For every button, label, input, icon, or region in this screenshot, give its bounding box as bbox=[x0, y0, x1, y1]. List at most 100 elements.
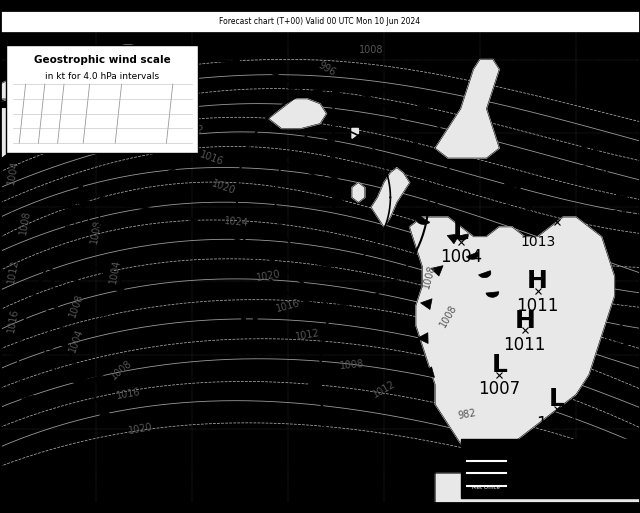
Text: 982: 982 bbox=[457, 407, 477, 421]
Text: L: L bbox=[44, 308, 59, 332]
Polygon shape bbox=[333, 89, 344, 101]
Polygon shape bbox=[422, 367, 435, 378]
Text: 1004: 1004 bbox=[68, 327, 86, 353]
Text: L: L bbox=[492, 353, 507, 377]
Text: L: L bbox=[614, 183, 628, 203]
Polygon shape bbox=[333, 142, 344, 154]
Bar bbox=[0, 10, 640, 32]
Wedge shape bbox=[12, 352, 24, 358]
Wedge shape bbox=[98, 66, 108, 77]
Wedge shape bbox=[23, 306, 35, 312]
Polygon shape bbox=[99, 408, 112, 418]
Wedge shape bbox=[456, 234, 468, 240]
Polygon shape bbox=[269, 99, 326, 128]
Text: 1012: 1012 bbox=[179, 121, 205, 136]
Polygon shape bbox=[420, 299, 432, 309]
Text: 1008: 1008 bbox=[359, 45, 383, 55]
Text: H: H bbox=[515, 308, 535, 332]
Text: 1008: 1008 bbox=[420, 263, 437, 289]
Polygon shape bbox=[333, 115, 344, 127]
Text: 1004: 1004 bbox=[108, 259, 122, 284]
Text: 1008: 1008 bbox=[109, 358, 134, 382]
Wedge shape bbox=[231, 56, 240, 68]
Polygon shape bbox=[36, 335, 47, 345]
Polygon shape bbox=[447, 234, 460, 244]
Wedge shape bbox=[486, 292, 499, 298]
Text: L: L bbox=[325, 136, 340, 160]
Text: H: H bbox=[527, 269, 548, 293]
Text: H: H bbox=[502, 175, 522, 200]
Text: 1024: 1024 bbox=[224, 216, 250, 228]
Text: 989: 989 bbox=[317, 164, 349, 182]
Polygon shape bbox=[410, 217, 614, 453]
Text: 1013: 1013 bbox=[491, 203, 533, 221]
Polygon shape bbox=[41, 260, 52, 270]
Wedge shape bbox=[42, 262, 54, 268]
Text: 1012: 1012 bbox=[371, 379, 397, 400]
Polygon shape bbox=[73, 374, 85, 384]
Polygon shape bbox=[40, 358, 51, 367]
Text: 995: 995 bbox=[35, 336, 67, 354]
Text: 1011: 1011 bbox=[516, 297, 559, 315]
Text: 1012: 1012 bbox=[6, 258, 20, 284]
Text: 996: 996 bbox=[316, 61, 337, 78]
Text: 1014: 1014 bbox=[568, 164, 610, 182]
Text: Geostrophic wind scale: Geostrophic wind scale bbox=[34, 54, 171, 65]
Text: H: H bbox=[239, 313, 260, 338]
Text: H: H bbox=[612, 306, 630, 326]
Text: 1020: 1020 bbox=[128, 422, 154, 436]
Text: 1010: 1010 bbox=[602, 210, 640, 225]
Polygon shape bbox=[313, 290, 328, 302]
Polygon shape bbox=[417, 333, 428, 344]
Text: H: H bbox=[579, 136, 599, 160]
Text: 1016: 1016 bbox=[6, 308, 20, 333]
Text: 1008: 1008 bbox=[339, 359, 365, 371]
Text: 1004: 1004 bbox=[440, 247, 482, 266]
Polygon shape bbox=[102, 268, 113, 277]
Text: 1000: 1000 bbox=[156, 76, 177, 102]
Polygon shape bbox=[56, 337, 68, 348]
Polygon shape bbox=[46, 299, 58, 309]
Wedge shape bbox=[22, 395, 34, 402]
Polygon shape bbox=[108, 305, 120, 313]
Polygon shape bbox=[435, 60, 499, 158]
Text: 1004: 1004 bbox=[536, 415, 578, 433]
Text: 1004: 1004 bbox=[6, 160, 20, 186]
Polygon shape bbox=[310, 343, 323, 355]
Wedge shape bbox=[415, 102, 428, 112]
Polygon shape bbox=[352, 128, 358, 139]
Polygon shape bbox=[431, 266, 443, 276]
Text: 1011: 1011 bbox=[602, 333, 640, 348]
Polygon shape bbox=[52, 314, 64, 323]
Text: 1008: 1008 bbox=[166, 102, 192, 116]
Polygon shape bbox=[10, 212, 25, 223]
Text: H: H bbox=[517, 213, 532, 231]
Text: 1016: 1016 bbox=[198, 149, 225, 167]
Bar bbox=[461, 439, 640, 498]
Polygon shape bbox=[371, 168, 410, 227]
Polygon shape bbox=[312, 413, 325, 426]
Polygon shape bbox=[60, 376, 72, 385]
Text: 1013: 1013 bbox=[520, 235, 556, 249]
Text: 1008: 1008 bbox=[68, 292, 86, 319]
Wedge shape bbox=[479, 271, 491, 278]
Text: 1025: 1025 bbox=[228, 341, 271, 359]
Polygon shape bbox=[333, 169, 344, 181]
Wedge shape bbox=[164, 55, 173, 67]
Polygon shape bbox=[94, 195, 111, 205]
Wedge shape bbox=[416, 215, 429, 225]
Wedge shape bbox=[287, 78, 300, 89]
Text: L: L bbox=[453, 220, 468, 244]
Polygon shape bbox=[319, 449, 333, 462]
Text: 1020: 1020 bbox=[256, 269, 282, 283]
Polygon shape bbox=[318, 307, 333, 320]
Text: 1008: 1008 bbox=[19, 209, 33, 235]
Text: L: L bbox=[549, 387, 564, 411]
Text: 1008: 1008 bbox=[438, 303, 458, 329]
Text: 1011: 1011 bbox=[504, 336, 546, 354]
Text: 1016: 1016 bbox=[275, 298, 301, 314]
Polygon shape bbox=[90, 376, 101, 384]
Text: 1020: 1020 bbox=[211, 179, 237, 196]
Text: L: L bbox=[76, 185, 91, 209]
Text: in kt for 4.0 hPa intervals: in kt for 4.0 hPa intervals bbox=[45, 72, 159, 81]
